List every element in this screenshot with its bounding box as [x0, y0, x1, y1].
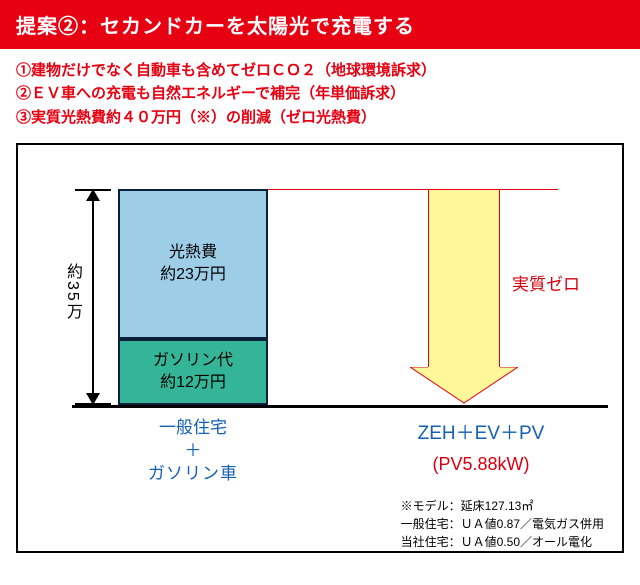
footnotes: ※モデル：延床127.13㎡一般住宅：ＵＡ値0.87／電気ガス併用当社住宅：ＵＡ… [401, 497, 604, 551]
measure-arrow [92, 189, 94, 405]
arrow-top-line [268, 189, 558, 190]
header-title: 提案②：セカンドカーを太陽光で充電する [16, 16, 415, 38]
footnote-line1: ※モデル：延床127.13㎡ [401, 497, 604, 515]
zero-label: 実質ゼロ [512, 270, 580, 295]
footnote-line2: 一般住宅：ＵＡ値0.87／電気ガス併用 [401, 515, 604, 533]
col-label-right-line2: (PV5.88kW) [388, 452, 574, 476]
col-label-left: 一般住宅＋ガソリン車 [118, 417, 268, 486]
header-banner: 提案②：セカンドカーを太陽光で充電する [0, 0, 640, 49]
measure-label: 約35万 [60, 263, 84, 321]
bar-segment-0-label1: 光熱費 [169, 242, 217, 264]
big-arrow-stem [428, 189, 500, 367]
col-label-left-line2: ＋ [118, 440, 268, 463]
big-arrow-head-outline [410, 367, 518, 405]
bar-segment-0: 光熱費約23万円 [118, 189, 268, 339]
chart-canvas: 約35万光熱費約23万円ガソリン代約12万円実質ゼロ一般住宅＋ガソリン車ZEH＋… [18, 145, 622, 551]
col-label-right-line1: ZEH＋EV＋PV [388, 421, 574, 447]
col-label-left-line3: ガソリン車 [118, 463, 268, 486]
bullet-1: ①建物だけでなく自動車も含めてゼロＣＯ２（地球環境訴求） [16, 59, 624, 82]
bar-segment-0-label2: 約23万円 [160, 264, 226, 286]
bullet-2: ②ＥＶ車への充電も自然エネルギーで補完（年単価訴求） [16, 82, 624, 105]
bar-segment-1-label1: ガソリン代 [153, 350, 233, 372]
baseline [72, 405, 608, 408]
col-label-right: ZEH＋EV＋PV (PV5.88kW) [388, 421, 574, 477]
bullet-3: ③実質光熱費約４０万円（※）の削減（ゼロ光熱費） [16, 106, 624, 129]
col-label-left-line1: 一般住宅 [118, 417, 268, 440]
bullet-list: ①建物だけでなく自動車も含めてゼロＣＯ２（地球環境訴求） ②ＥＶ車への充電も自然… [0, 49, 640, 135]
chart-frame: 約35万光熱費約23万円ガソリン代約12万円実質ゼロ一般住宅＋ガソリン車ZEH＋… [16, 143, 624, 553]
bar-segment-1: ガソリン代約12万円 [118, 339, 268, 405]
bar-segment-1-label2: 約12万円 [160, 372, 226, 394]
footnote-line3: 当社住宅：ＵＡ値0.50／オール電化 [401, 533, 604, 551]
